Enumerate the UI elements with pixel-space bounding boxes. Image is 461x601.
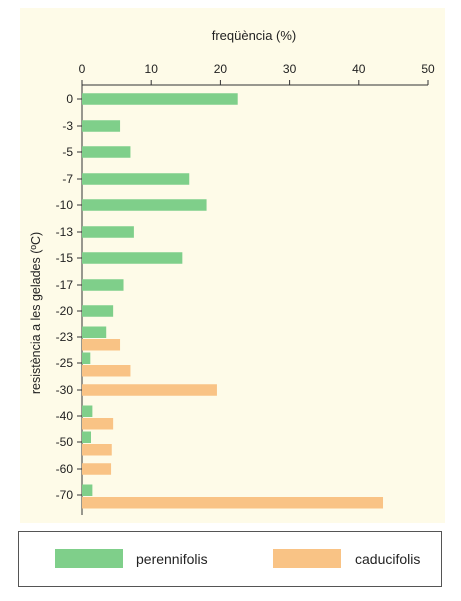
bars bbox=[82, 93, 384, 509]
bar-perennifolis bbox=[82, 173, 190, 185]
bar-perennifolis bbox=[82, 431, 91, 443]
category-label: -13 bbox=[56, 225, 74, 239]
x-axis-title: freqüència (%) bbox=[212, 28, 297, 43]
legend-swatch-caducifolis bbox=[273, 549, 341, 568]
category-label: -60 bbox=[56, 462, 74, 476]
axes: 0 10 20 30 40 50 0 -3 -5 -7 -10 -13 -15 -17 -20 -23 -25 -… bbox=[56, 62, 435, 515]
bar-perennifolis bbox=[82, 93, 238, 105]
category-label: -30 bbox=[56, 383, 74, 397]
category-label: -15 bbox=[56, 251, 74, 265]
bar-caducifolis bbox=[82, 339, 121, 351]
bar-perennifolis bbox=[82, 352, 91, 364]
bar-perennifolis bbox=[82, 279, 124, 291]
category-label: -20 bbox=[56, 304, 74, 318]
category-label: -50 bbox=[56, 435, 74, 449]
category-label: -3 bbox=[62, 119, 73, 133]
x-tick-label: 30 bbox=[283, 62, 297, 76]
legend-label-perennifolis: perennifolis bbox=[136, 551, 208, 567]
bar-caducifolis bbox=[82, 384, 217, 396]
x-tick-label: 20 bbox=[214, 62, 228, 76]
category-label: -25 bbox=[56, 356, 74, 370]
bar-perennifolis bbox=[82, 199, 207, 211]
x-tick-label: 10 bbox=[145, 62, 159, 76]
legend-swatch-perennifolis bbox=[55, 549, 123, 568]
legend-label-caducifolis: caducifolis bbox=[355, 551, 421, 567]
bar-perennifolis bbox=[82, 146, 131, 158]
bar-caducifolis bbox=[82, 463, 112, 475]
bar-caducifolis bbox=[82, 444, 112, 456]
bar-perennifolis bbox=[82, 120, 121, 132]
bar-perennifolis bbox=[82, 226, 134, 238]
bar-perennifolis bbox=[82, 252, 183, 264]
bar-caducifolis bbox=[82, 365, 131, 377]
category-label: -23 bbox=[56, 330, 74, 344]
bar-perennifolis bbox=[82, 405, 93, 417]
category-label: -10 bbox=[56, 198, 74, 212]
legend: perennifolis caducifolis bbox=[18, 531, 442, 587]
y-axis-title: resistència a les gelades (ºC) bbox=[29, 232, 43, 394]
bar-perennifolis bbox=[82, 305, 114, 317]
bar-perennifolis bbox=[82, 326, 107, 338]
x-tick-label: 0 bbox=[79, 62, 86, 76]
x-tick-label: 40 bbox=[352, 62, 366, 76]
bar-caducifolis bbox=[82, 497, 384, 509]
category-label: -7 bbox=[62, 172, 73, 186]
category-label: -70 bbox=[56, 488, 74, 502]
bar-caducifolis bbox=[82, 418, 114, 430]
x-tick-label: 50 bbox=[421, 62, 435, 76]
category-label: -17 bbox=[56, 278, 74, 292]
category-label: 0 bbox=[66, 92, 73, 106]
category-label: -40 bbox=[56, 409, 74, 423]
category-label: -5 bbox=[62, 145, 73, 159]
bar-perennifolis bbox=[82, 484, 93, 496]
